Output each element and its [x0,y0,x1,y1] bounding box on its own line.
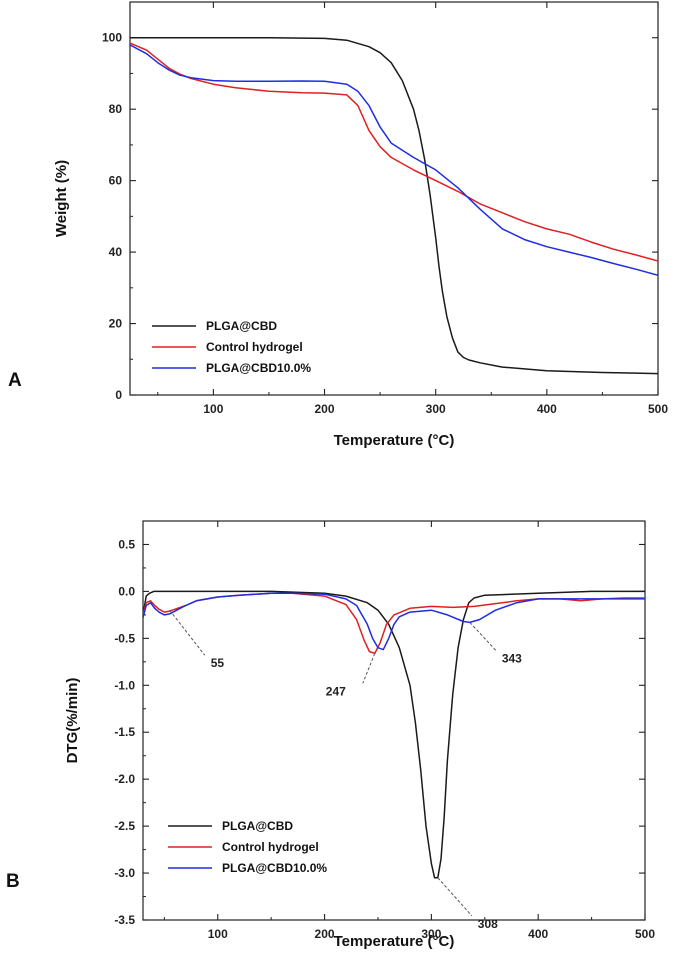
x-tick-label: 500 [648,402,668,416]
plot-frame [129,1,659,396]
x-tick-label: 500 [635,927,655,941]
x-tick-label: 200 [315,402,335,416]
y-tick-label: 0 [115,388,122,402]
y-tick-label: -2.5 [114,819,135,833]
y-tick-label: -2.0 [114,772,135,786]
annotation-leader [469,622,497,651]
annotation-leader [169,609,206,656]
y-tick-label: 60 [109,174,123,188]
x-axis-title: Temperature (°C) [334,933,455,950]
annotation-label: 55 [211,656,225,670]
legend-label: PLGA@CBD10.0% [222,861,327,875]
y-tick-label: -3.0 [114,866,135,880]
legend-label: Control hydrogel [206,340,303,354]
x-tick-label: 100 [208,927,228,941]
series-line-2 [130,44,658,277]
x-tick-label: 400 [528,927,548,941]
y-tick-label: 100 [102,31,122,45]
annotation-leader [437,877,473,917]
series-line-1 [143,592,645,655]
x-tick-label: 300 [421,927,441,941]
legend-label: Control hydrogel [222,840,319,854]
annotation-label: 247 [326,684,346,698]
series-line-0 [130,36,658,375]
x-axis-title: Temperature (°C) [334,432,455,449]
panel-letter: B [6,871,20,892]
annotation-leader [362,653,376,684]
y-tick-label: -1.0 [114,678,135,692]
y-axis-title: Weight (%) [53,160,70,237]
legend-label: PLGA@CBD [206,319,277,333]
x-tick-label: 200 [315,927,335,941]
legend: PLGA@CBD Control hydrogel PLGA@CBD10.0% [152,319,311,375]
y-tick-label: -3.5 [114,913,135,927]
chart-panel-B: 100 200 300 400 500 0.5 0.0 -0.5 -1.0 -1.5 -2.0 -2.… [6,520,655,950]
series-line-1 [130,42,658,262]
legend: PLGA@CBD Control hydrogel PLGA@CBD10.0% [168,819,327,875]
x-tick-label: 100 [203,402,223,416]
y-tick-label: 20 [109,317,123,331]
y-tick-label: 0.5 [118,537,135,551]
y-tick-label: 80 [109,102,123,116]
y-tick-label: 0.0 [118,584,135,598]
plot-frame [142,520,646,921]
panel-letter: A [8,370,22,391]
annotation-label: 343 [502,651,522,665]
series-line-2 [143,592,645,651]
y-tick-label: -0.5 [114,631,135,645]
legend-label: PLGA@CBD10.0% [206,361,311,375]
x-tick-label: 300 [426,402,446,416]
y-tick-label: -1.5 [114,725,135,739]
chart-panel-A: 100 200 300 400 500 0 20 40 60 80 100 Temperature (… [8,1,668,449]
y-tick-label: 40 [109,245,123,259]
y-axis-title: DTG(%/min) [64,678,81,764]
series-line-0 [143,590,645,879]
annotation-label: 308 [478,917,498,931]
legend-label: PLGA@CBD [222,819,293,833]
x-tick-label: 400 [537,402,557,416]
